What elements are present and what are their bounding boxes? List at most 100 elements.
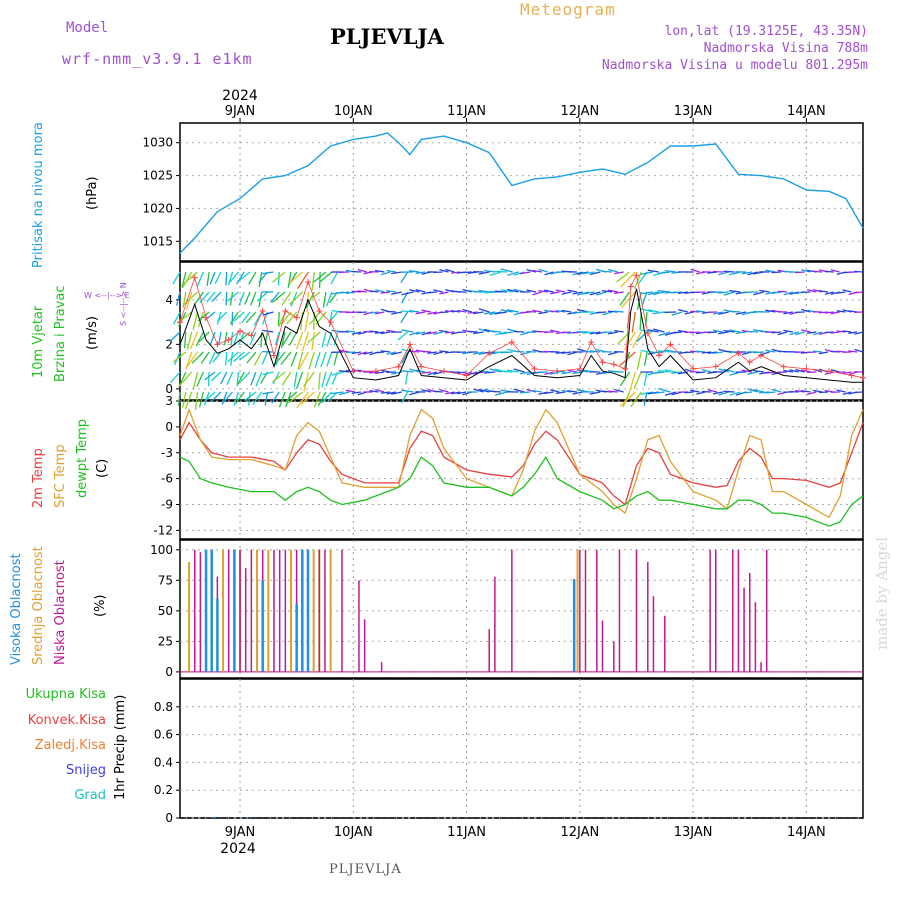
- wind-barb: [582, 271, 595, 275]
- wind-barb: [229, 311, 239, 325]
- wind-barb: [567, 390, 578, 393]
- wind-barb: [232, 331, 239, 346]
- gust-marker: [191, 274, 198, 281]
- wind-barb: [478, 388, 490, 393]
- wind-barb: [824, 291, 834, 295]
- wind-barb: [326, 351, 333, 367]
- y-tick-label: 3: [165, 394, 173, 408]
- wind-barb: [478, 328, 490, 333]
- wind-barb: [444, 331, 455, 334]
- temp-side-labels: 2m Temp SFC Temp dewpt Temp (C): [31, 419, 110, 508]
- wind-barbs: [169, 268, 864, 411]
- wind-barb: [357, 331, 367, 335]
- wind-barb: [223, 331, 228, 346]
- wind-barb: [240, 371, 251, 383]
- wind-barb: [185, 291, 193, 310]
- wind-barb: [433, 390, 443, 393]
- wind-barb: [249, 331, 257, 346]
- wind-barb: [801, 308, 811, 313]
- wind-barb: [233, 351, 245, 362]
- wind-barb: [712, 311, 724, 315]
- wind-barb: [631, 331, 642, 349]
- wind-barb: [191, 351, 204, 364]
- wind-barb: [345, 330, 356, 333]
- wind-barb: [489, 390, 502, 393]
- wind-barb: [427, 371, 438, 376]
- wind-barb: [678, 308, 689, 313]
- wind-barb: [309, 311, 321, 325]
- wind-barb: [824, 331, 834, 334]
- wind-barb: [500, 309, 513, 313]
- wind-barb: [753, 388, 764, 393]
- wind-barb: [473, 331, 484, 335]
- wind-barb: [421, 371, 432, 374]
- wind-barb: [747, 371, 759, 375]
- wind-barb: [288, 271, 304, 285]
- wind-barb: [197, 311, 204, 328]
- wind-barb: [281, 371, 292, 386]
- temp-label-dewpt: dewpt Temp: [75, 419, 90, 498]
- wind-barb: [296, 271, 309, 289]
- wind-barb: [220, 371, 228, 385]
- wind-barb: [532, 389, 543, 393]
- gust-marker: [327, 319, 334, 326]
- wind-barb: [439, 291, 449, 295]
- wind-barb: [555, 351, 566, 355]
- wind-barb: [311, 271, 315, 290]
- gust-marker: [758, 352, 765, 359]
- wind-barb: [467, 330, 478, 333]
- y-tick-label: 0: [165, 382, 173, 396]
- wind-barb: [830, 269, 840, 273]
- temp-sfc-line: [179, 407, 864, 519]
- wind-barb: [658, 331, 671, 337]
- wind-barb: [473, 351, 484, 355]
- wind-barb: [807, 391, 817, 396]
- wind-barb: [317, 391, 327, 407]
- wind-barb: [351, 270, 362, 273]
- wind-barb: [281, 291, 292, 306]
- wind-barb: [806, 331, 817, 334]
- wind-barb: [526, 350, 537, 353]
- wind-barb: [331, 371, 344, 376]
- wind-barb: [589, 391, 601, 395]
- wind-barb: [765, 391, 776, 394]
- wind-barb: [209, 271, 216, 285]
- wind-barb: [664, 391, 677, 396]
- wind-barb: [657, 290, 671, 293]
- wind-barb: [439, 311, 449, 314]
- wind-barb: [196, 271, 204, 287]
- wind-barb: [842, 330, 852, 333]
- wind-barb: [765, 371, 776, 374]
- wind-barb: [494, 311, 508, 315]
- wind-barb: [608, 351, 619, 356]
- altitude-label: Nadmorska Visina 788m: [703, 41, 868, 56]
- wind-barb: [854, 291, 864, 294]
- wind-barb: [813, 331, 823, 336]
- wind-barb: [572, 371, 583, 374]
- wind-barb: [308, 351, 315, 370]
- wind-barb: [391, 291, 402, 295]
- wind-barb: [701, 351, 712, 354]
- wind-barb: [271, 391, 280, 404]
- wind-barb: [478, 271, 490, 275]
- wind-barb: [225, 271, 228, 286]
- wind-barb: [765, 291, 776, 295]
- wind-barb: [253, 311, 263, 326]
- wind-barb: [842, 371, 852, 375]
- wind-barb: [369, 389, 379, 393]
- pressure-unit: (hPa): [85, 176, 100, 210]
- wind-barb: [812, 270, 823, 273]
- wind-barb: [526, 388, 537, 393]
- wind-barb: [297, 351, 304, 370]
- wind-barb: [226, 371, 234, 385]
- wind-barb: [363, 351, 373, 355]
- wind-barb: [238, 291, 245, 306]
- wind-barb: [567, 289, 578, 293]
- wind-barb: [280, 351, 292, 365]
- wind-barb: [238, 331, 245, 346]
- wind-barb: [170, 371, 181, 383]
- wind-barb: [193, 291, 204, 306]
- wind-barb: [561, 331, 572, 334]
- wind-barb: [801, 269, 811, 273]
- wind-barb: [538, 311, 548, 315]
